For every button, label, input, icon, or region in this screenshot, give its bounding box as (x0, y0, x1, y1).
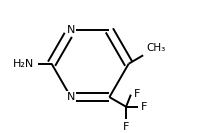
Text: CH₃: CH₃ (146, 43, 165, 53)
Text: F: F (141, 102, 147, 112)
Text: N: N (67, 92, 75, 102)
Text: N: N (67, 25, 75, 35)
Text: F: F (123, 122, 129, 132)
Text: F: F (134, 89, 140, 99)
Text: H₂N: H₂N (13, 59, 34, 69)
